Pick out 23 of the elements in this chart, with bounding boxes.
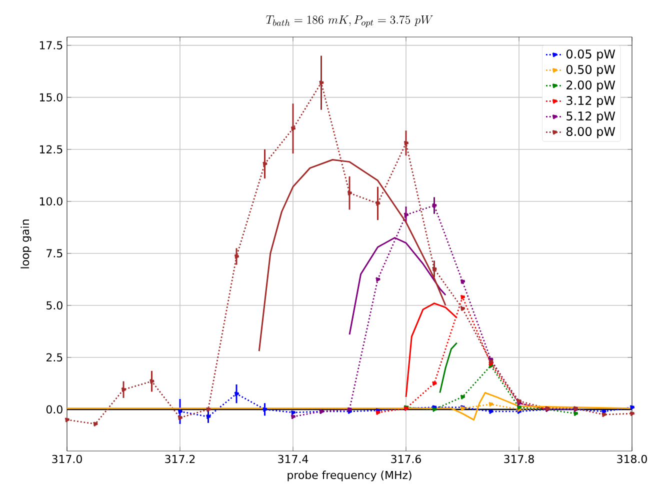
x-tick-label: 317.2 — [165, 454, 195, 464]
y-tick-label: 5.0 — [46, 301, 62, 310]
y-tick-label: 12.5 — [40, 145, 62, 154]
y-tick-label: 0.0 — [46, 405, 62, 414]
x-tick-label: 317.6 — [391, 454, 421, 464]
x-tick-label: 317.0 — [52, 454, 82, 464]
legend-label: 8.00 pW — [566, 126, 616, 138]
legend-label: 3.12 pW — [566, 96, 616, 108]
y-tick-label: 7.5 — [46, 249, 62, 258]
y-tick-label: 17.5 — [40, 41, 62, 50]
legend-label: 5.12 pW — [566, 111, 616, 123]
legend-label: 2.00 pW — [566, 80, 616, 92]
y-tick-label: 2.5 — [46, 353, 62, 362]
x-tick-label: 317.4 — [278, 454, 308, 464]
legend-label: 0.50 pW — [566, 64, 616, 76]
x-tick-label: 318.0 — [617, 454, 647, 464]
y-axis-title: loop gain — [20, 220, 32, 268]
y-tick-label: 15.0 — [40, 93, 62, 102]
y-tick-label: 10.0 — [40, 197, 62, 206]
x-tick-label: 317.8 — [504, 454, 534, 464]
chart-title: $T_{bath} = 186\ mK, P_{opt} = 3.75\ pW$ — [266, 15, 433, 28]
legend-label: 0.05 pW — [566, 49, 616, 61]
x-axis-title: probe frequency (MHz) — [288, 470, 412, 482]
